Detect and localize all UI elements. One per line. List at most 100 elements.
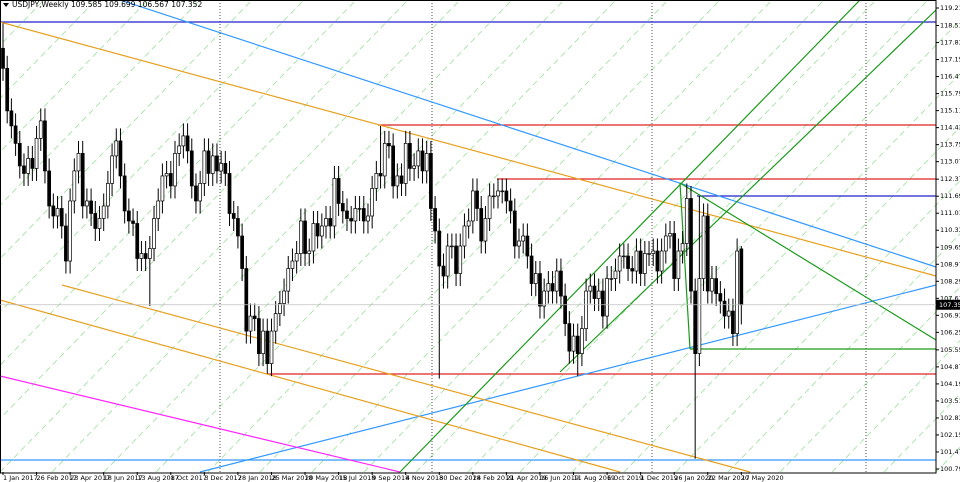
candle-body [223,163,228,174]
candle-body [630,268,635,272]
candle-body [680,243,685,252]
candle-body [26,158,31,174]
candle-body [126,210,131,222]
candle-body [38,120,43,139]
x-tick-label: 1 Dec 2019 [641,474,678,482]
candle-body [257,318,261,354]
candle-body [340,203,345,212]
x-tick-label: 26 Feb 2017 [37,474,77,482]
x-tick-label: 25 Mar 2018 [271,474,312,482]
candle-body [382,143,387,177]
candle-body [684,198,689,244]
fan-line [0,0,149,153]
candle-body [437,230,442,267]
y-tick-label: 113.070 [940,158,960,166]
candle-body [445,245,450,277]
candle-body [261,330,265,354]
candle-body [554,270,559,292]
x-tick-label: 13 Aug 2017 [137,474,179,482]
candle-body [152,218,156,249]
candle-body [17,143,22,167]
candle-body [567,323,572,352]
candle-body [210,155,215,174]
candle-body [429,153,433,209]
fan-line [0,0,201,206]
x-tick-label: 17 May 2020 [741,474,783,482]
candle-body [596,290,601,299]
candle-body [265,330,270,364]
candle-body [651,250,656,254]
y-tick-label: 118.510 [940,22,960,30]
candle-body [324,218,328,227]
candle-body [164,173,169,177]
candle-body [51,205,56,217]
candle-body [500,190,505,193]
candle-body [529,255,534,284]
candle-body [93,213,98,229]
candle-body [189,150,194,187]
candle-body [173,153,177,187]
y-tick-label: 113.750 [940,141,960,149]
candle-body [714,278,719,294]
chart-title: USDJPY,Weekly 109.585 109.699 106.567 10… [12,0,202,9]
candle-body [43,120,47,172]
candle-body [701,215,706,279]
candle-body [55,208,60,217]
trend-lines [0,0,937,473]
candle-body [206,150,211,174]
candle-body [240,235,244,269]
candle-body [181,135,186,147]
candle-body [592,285,597,299]
fan-line [519,19,960,473]
fan-line [155,0,617,473]
candle-body [697,278,702,354]
y-tick-label: 107.610 [940,294,960,302]
candle-body [412,165,416,169]
menu-icon[interactable] [3,3,9,7]
candle-body [143,253,148,259]
fan-line [467,0,929,473]
candle-body [458,245,463,274]
candle-body [546,283,551,292]
candle-body [68,200,72,262]
x-tick-label: 11 Aug 2019 [574,474,616,482]
candle-body [441,265,446,277]
fan-line [0,0,253,260]
y-tick-label: 111.010 [940,209,960,217]
candle-body [403,143,408,184]
candle-body [609,278,614,280]
candle-body [231,213,236,219]
candle-body [219,163,223,172]
candle-body [227,173,232,214]
candle-body [278,303,282,314]
candle-body [710,278,714,292]
trend-line [0,375,401,473]
candle-body [9,110,14,127]
candle-body [454,245,458,274]
candle-body [5,67,10,112]
y-tick-label: 110.330 [940,226,960,234]
price-label: 107.352 [939,301,960,309]
y-tick-label: 106.250 [940,328,960,336]
candle-body [735,250,739,334]
candle-body [731,310,735,334]
price-label-box [936,299,960,310]
candle-body [705,215,710,292]
x-tick-label: 8 Oct 2017 [171,474,207,482]
candle-body [601,290,605,317]
candle-body [236,218,240,237]
candle-body [622,255,626,258]
trend-line [679,182,937,341]
candle-body [252,315,257,319]
y-tick-label: 105.550 [940,346,960,354]
candle-body [101,205,106,219]
fan-line [0,0,97,100]
candle-body [722,300,727,317]
y-tick-label: 117.830 [940,39,960,47]
trend-line [559,9,937,373]
candle-body [374,173,379,189]
candle-body [571,335,576,352]
candle-body [462,225,467,247]
fan-line [51,0,513,473]
